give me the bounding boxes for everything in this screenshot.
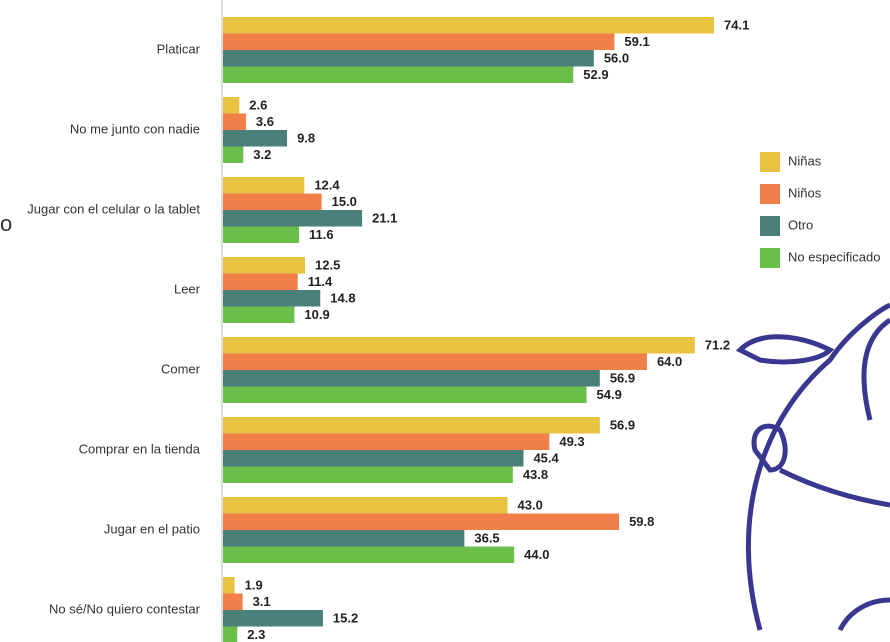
value-label: 9.8 bbox=[297, 130, 315, 145]
legend-label: Niñas bbox=[788, 153, 822, 168]
value-label: 2.6 bbox=[249, 97, 267, 112]
value-label: 21.1 bbox=[372, 210, 397, 225]
illustration bbox=[735, 302, 890, 632]
bar bbox=[223, 66, 574, 83]
value-label: 15.2 bbox=[333, 610, 358, 625]
category-label: Jugar en el patio bbox=[104, 521, 200, 536]
bar bbox=[223, 210, 363, 227]
value-label: 11.6 bbox=[309, 227, 334, 242]
bar bbox=[223, 273, 298, 290]
category-label: No sé/No quiero contestar bbox=[49, 601, 201, 616]
value-label: 59.8 bbox=[629, 514, 654, 529]
value-label: 71.2 bbox=[705, 337, 730, 352]
bar bbox=[223, 593, 243, 610]
bar bbox=[223, 17, 715, 34]
legend-swatch bbox=[760, 184, 780, 204]
value-label: 10.9 bbox=[304, 307, 329, 322]
value-label: 64.0 bbox=[657, 354, 682, 369]
bar bbox=[223, 130, 288, 147]
legend-swatch bbox=[760, 152, 780, 172]
bar bbox=[223, 577, 235, 594]
value-label: 56.9 bbox=[610, 370, 635, 385]
category-label: No me junto con nadie bbox=[70, 121, 200, 136]
value-label: 54.9 bbox=[597, 387, 622, 402]
side-text: o bbox=[0, 211, 12, 236]
value-label: 36.5 bbox=[474, 530, 499, 545]
category-label: Comer bbox=[161, 361, 201, 376]
bar bbox=[223, 337, 695, 354]
value-label: 49.3 bbox=[559, 434, 584, 449]
bar bbox=[223, 530, 465, 547]
bar bbox=[223, 193, 322, 210]
value-label: 11.4 bbox=[308, 274, 333, 289]
value-label: 43.8 bbox=[523, 467, 548, 482]
bar bbox=[223, 33, 615, 50]
bar bbox=[223, 417, 600, 434]
legend-label: Niños bbox=[788, 185, 822, 200]
category-label: Comprar en la tienda bbox=[79, 441, 201, 456]
value-label: 3.1 bbox=[253, 594, 271, 609]
bar bbox=[223, 226, 300, 243]
value-label: 45.4 bbox=[533, 450, 559, 465]
value-label: 1.9 bbox=[245, 577, 263, 592]
value-label: 74.1 bbox=[724, 17, 749, 32]
bar bbox=[223, 433, 550, 450]
value-label: 3.6 bbox=[256, 114, 274, 129]
bar bbox=[223, 177, 305, 194]
bar bbox=[223, 450, 524, 467]
value-label: 12.4 bbox=[314, 177, 340, 192]
value-label: 59.1 bbox=[624, 34, 649, 49]
category-label: Leer bbox=[174, 281, 201, 296]
value-label: 44.0 bbox=[524, 547, 549, 562]
value-label: 15.0 bbox=[332, 194, 357, 209]
bar bbox=[223, 113, 246, 130]
bar bbox=[223, 610, 323, 627]
value-label: 3.2 bbox=[253, 147, 271, 162]
legend-label: No especificado bbox=[788, 249, 881, 264]
bar bbox=[223, 97, 240, 114]
value-label: 56.0 bbox=[604, 50, 629, 65]
value-label: 56.9 bbox=[610, 417, 635, 432]
bar bbox=[223, 386, 587, 403]
value-label: 2.3 bbox=[247, 627, 265, 642]
bar bbox=[223, 290, 321, 307]
category-label: Platicar bbox=[157, 41, 201, 56]
bar bbox=[223, 497, 508, 514]
value-label: 14.8 bbox=[330, 290, 355, 305]
bar bbox=[223, 626, 238, 642]
bar bbox=[223, 306, 295, 323]
bar bbox=[223, 513, 620, 530]
value-label: 43.0 bbox=[518, 497, 543, 512]
category-label: Jugar con el celular o la tablet bbox=[27, 201, 200, 216]
value-label: 12.5 bbox=[315, 257, 340, 272]
bar bbox=[223, 257, 305, 274]
bar bbox=[223, 466, 513, 483]
bar bbox=[223, 50, 594, 67]
bar bbox=[223, 370, 600, 387]
legend-label: Otro bbox=[788, 217, 813, 232]
legend-swatch bbox=[760, 216, 780, 236]
value-label: 52.9 bbox=[583, 67, 608, 82]
bar bbox=[223, 353, 647, 370]
bar bbox=[223, 546, 515, 563]
legend-swatch bbox=[760, 248, 780, 268]
bar bbox=[223, 146, 244, 163]
